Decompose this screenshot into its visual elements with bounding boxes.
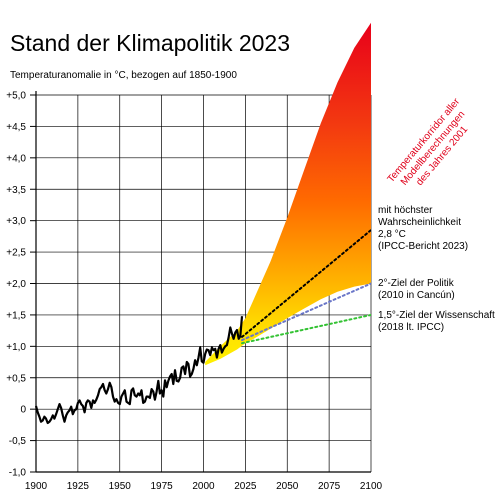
annotation-projection-28-line-4: (IPCC-Bericht 2023) bbox=[378, 241, 468, 252]
annotation-corridor: Temperaturkorridor aller Modellberechnun… bbox=[386, 96, 471, 188]
y-tick-label: +2,5 bbox=[6, 248, 26, 259]
y-tick-label: +5,0 bbox=[6, 91, 26, 102]
x-tick-label: 1975 bbox=[151, 481, 174, 492]
y-tick-label: +4,0 bbox=[6, 153, 26, 164]
projection-line-15 bbox=[241, 313, 371, 345]
annotation-target-15-line-2: (2018 lt. IPCC) bbox=[378, 322, 444, 333]
x-tick-label: 2000 bbox=[192, 481, 215, 492]
y-tick-labels: -1,0 -0,5 0 +0,5 +1,0 +1,5 +2,0 +2,5 +3,0 +3,5 +4,… bbox=[6, 91, 36, 479]
x-tick-label: 1900 bbox=[25, 481, 48, 492]
annotation-projection-28-line-2: Wahrscheinlichkeit bbox=[378, 217, 461, 228]
projection-lines bbox=[241, 229, 371, 345]
y-tick-label: +4,5 bbox=[6, 122, 26, 133]
x-tick-label: 2075 bbox=[318, 481, 341, 492]
y-tick-label: +1,0 bbox=[6, 342, 26, 353]
x-tick-label: 1925 bbox=[67, 481, 90, 492]
grid bbox=[35, 94, 372, 473]
x-tick-label: 2025 bbox=[234, 481, 257, 492]
annotation-target-2-line-2: (2010 in Cancún) bbox=[378, 290, 455, 301]
x-tick-label: 2050 bbox=[276, 481, 299, 492]
y-axis-label: Temperaturanomalie in °C, bezogen auf 18… bbox=[10, 70, 237, 81]
x-tick-label: 1950 bbox=[109, 481, 132, 492]
annotation-target-15: 1,5°-Ziel der Wissenschaft (2018 lt. IPC… bbox=[378, 310, 495, 333]
y-tick-label: 0 bbox=[20, 405, 26, 416]
annotation-projection-28-line-3: 2,8 °C bbox=[378, 229, 406, 240]
annotation-target-15-line-1: 1,5°-Ziel der Wissenschaft bbox=[378, 310, 495, 321]
y-tick-label: +0,5 bbox=[6, 373, 26, 384]
annotation-target-2-line-1: 2°-Ziel der Politik bbox=[378, 278, 455, 289]
chart-title: Stand der Klimapolitik 2023 bbox=[10, 30, 290, 56]
projection-line-2 bbox=[241, 282, 371, 342]
observed-layer bbox=[34, 316, 244, 425]
annotation-projection-28-line-1: mit höchster bbox=[378, 205, 433, 216]
y-tick-label: +3,5 bbox=[6, 185, 26, 196]
observed-temperature-line bbox=[34, 316, 244, 425]
annotation-target-2: 2°-Ziel der Politik (2010 in Cancún) bbox=[378, 278, 455, 301]
x-tick-labels: 1900 1925 1950 1975 2000 2025 2050 2075 2100 bbox=[25, 481, 383, 492]
y-tick-label: +3,0 bbox=[6, 216, 26, 227]
y-tick-label: -0,5 bbox=[9, 436, 27, 447]
annotation-projection-28: mit höchster Wahrscheinlichkeit 2,8 °C (… bbox=[378, 205, 468, 252]
y-tick-label: -1,0 bbox=[9, 468, 27, 479]
y-tick-label: +2,0 bbox=[6, 279, 26, 290]
corridor-layer bbox=[205, 22, 371, 366]
temperature-corridor bbox=[205, 22, 371, 366]
x-tick-label: 2100 bbox=[360, 481, 383, 492]
axes bbox=[35, 91, 371, 473]
projection-line-28 bbox=[241, 229, 371, 338]
y-tick-label: +1,5 bbox=[6, 310, 26, 321]
